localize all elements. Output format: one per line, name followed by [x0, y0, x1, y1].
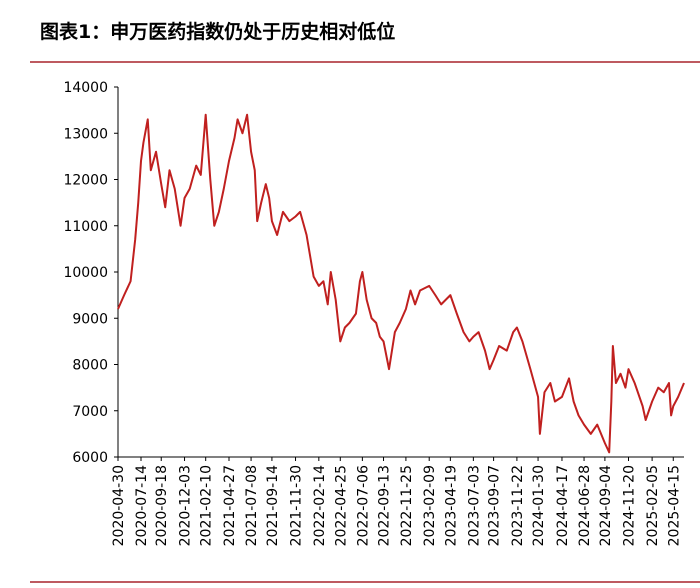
x-tick-label: 2024-09-04 [598, 465, 614, 546]
x-tick-label: 2021-04-27 [222, 465, 238, 546]
x-tick-label: 2021-02-10 [199, 465, 215, 546]
x-tick-label: 2025-04-15 [666, 465, 682, 546]
y-tick-label: 11000 [63, 219, 108, 235]
x-tick-label: 2023-09-07 [487, 465, 503, 546]
x-tick-label: 2023-11-22 [510, 465, 526, 546]
y-tick-label: 13000 [63, 126, 108, 142]
x-tick-label: 2023-02-09 [422, 465, 438, 546]
x-tick-label: 2022-11-25 [399, 465, 415, 546]
x-tick-label: 2022-07-06 [355, 465, 371, 546]
x-tick-label: 2024-11-20 [622, 465, 638, 546]
x-tick-label: 2025-02-05 [645, 465, 661, 546]
x-tick-label: 2024-06-28 [577, 465, 593, 546]
x-tick-label: 2022-04-25 [333, 465, 349, 546]
x-tick-label: 2020-12-03 [178, 465, 194, 546]
x-tick-label: 2020-04-30 [111, 465, 127, 546]
chart-title: 图表1：申万医药指数仍处于历史相对低位 [40, 20, 395, 43]
y-tick-label: 8000 [72, 358, 108, 374]
x-tick-label: 2024-01-30 [531, 465, 547, 546]
y-tick-label: 6000 [72, 450, 108, 466]
x-tick-label: 2022-02-14 [312, 465, 328, 546]
x-tick-label: 2020-09-18 [154, 465, 170, 546]
y-tick-label: 9000 [72, 311, 108, 327]
y-tick-label: 14000 [63, 80, 108, 96]
x-tick-label: 2022-09-13 [377, 465, 393, 546]
y-tick-label: 12000 [63, 173, 108, 189]
x-tick-label: 2021-09-14 [265, 465, 281, 546]
x-tick-label: 2021-11-30 [289, 465, 305, 546]
x-tick-label: 2021-07-08 [244, 465, 260, 546]
data-line [117, 113, 685, 454]
y-tick-label: 10000 [63, 265, 108, 281]
y-tick-label: 7000 [72, 404, 108, 420]
x-tick-label: 2024-04-17 [555, 465, 571, 546]
x-tick-label: 2023-04-19 [443, 465, 459, 546]
x-tick-label: 2023-07-03 [466, 465, 482, 546]
x-tick-label: 2020-07-14 [134, 465, 150, 546]
